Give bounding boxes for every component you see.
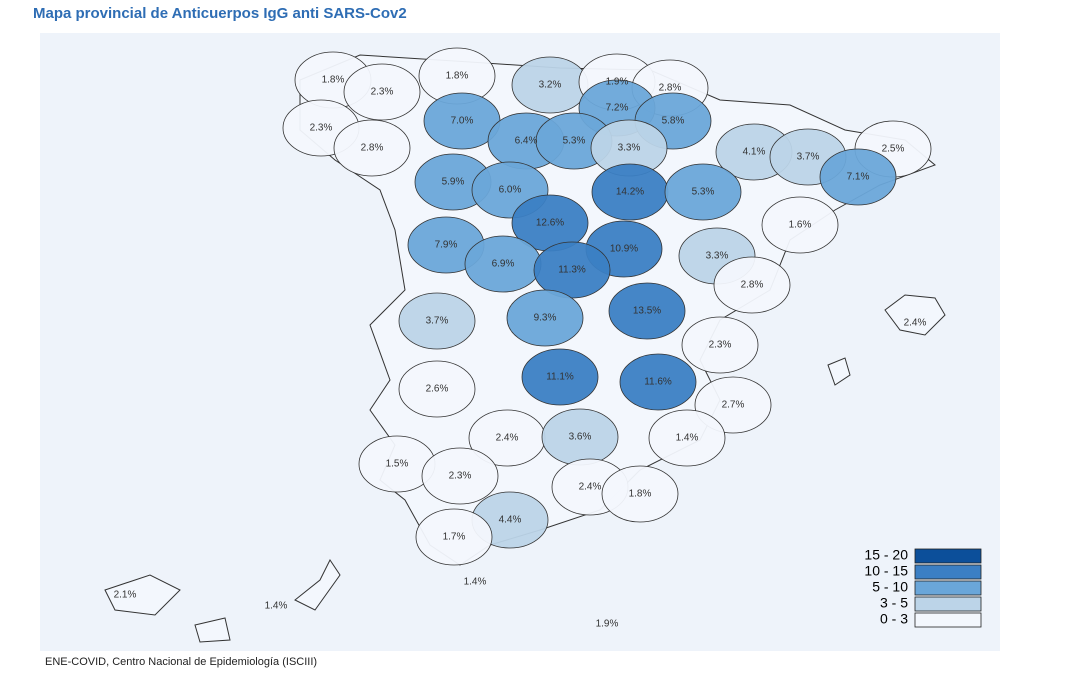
province-label: 1.9% [606, 77, 629, 88]
province-label: 2.6% [426, 384, 449, 395]
province [608, 282, 686, 340]
province-label: 2.5% [882, 144, 905, 155]
title: Mapa provincial de Anticuerpos IgG anti … [33, 5, 407, 22]
province-label: 10.9% [610, 244, 638, 255]
province-label: 3.3% [706, 251, 729, 262]
province [664, 163, 742, 221]
province [521, 348, 599, 406]
province-label: 1.4% [265, 601, 288, 612]
province-label: 1.6% [789, 220, 812, 231]
province-label: 2.7% [722, 400, 745, 411]
province-label: 3.7% [797, 152, 820, 163]
province-label: 2.3% [449, 471, 472, 482]
island [827, 357, 851, 386]
province-label: 3.3% [618, 143, 641, 154]
province-label: 3.7% [426, 316, 449, 327]
province-label: 1.8% [446, 71, 469, 82]
province-label: 2.8% [741, 280, 764, 291]
province [415, 508, 493, 566]
province-label: 5.3% [563, 136, 586, 147]
province-label: 2.3% [709, 340, 732, 351]
province-label: 4.1% [743, 147, 766, 158]
province-label: 11.6% [644, 377, 672, 388]
province-label: 5.8% [662, 116, 685, 127]
province [601, 465, 679, 523]
legend-swatch [914, 564, 982, 580]
province-label: 1.8% [322, 75, 345, 86]
province [681, 316, 759, 374]
regions [282, 47, 932, 566]
legend-label: 15 - 20 [864, 547, 908, 563]
province-label: 2.4% [496, 433, 519, 444]
labels: 1.8% 2.3% 1.8% 3.2% 1.9% 2.8% 7.2% 7.0% 6.4% 5.3%… [114, 71, 927, 630]
island [104, 574, 181, 616]
province-label: 2.8% [659, 83, 682, 94]
province-label: 2.4% [579, 482, 602, 493]
province-label: 7.2% [606, 103, 629, 114]
province-label: 1.9% [596, 619, 619, 630]
province-label: 1.7% [443, 532, 466, 543]
province-label: 4.4% [499, 515, 522, 526]
province-label: 3.6% [569, 432, 592, 443]
province-label: 12.6% [536, 218, 564, 229]
province-label: 11.3% [558, 265, 586, 276]
province-label: 6.0% [499, 185, 522, 196]
province [421, 447, 499, 505]
province-label: 1.4% [676, 433, 699, 444]
province-label: 3.2% [539, 80, 562, 91]
island [884, 294, 946, 336]
province-label: 7.0% [451, 116, 474, 127]
province-label: 1.4% [464, 577, 487, 588]
island [294, 559, 341, 611]
legend-label: 0 - 3 [880, 611, 908, 627]
legend-label: 3 - 5 [880, 595, 908, 611]
legend-swatch [914, 580, 982, 596]
province [333, 119, 411, 177]
province [398, 360, 476, 418]
province [761, 196, 839, 254]
source: ENE-COVID, Centro Nacional de Epidemiolo… [45, 656, 317, 668]
province-label: 2.3% [310, 123, 333, 134]
province-label: 14.2% [616, 187, 644, 198]
province-label: 6.9% [492, 259, 515, 270]
legend-swatch [914, 612, 982, 628]
province-label: 2.1% [114, 590, 137, 601]
province-label: 11.1% [546, 372, 574, 383]
province [398, 292, 476, 350]
province [819, 148, 897, 206]
province-label: 1.5% [386, 459, 409, 470]
province-label: 2.3% [371, 87, 394, 98]
province-label: 2.4% [904, 318, 927, 329]
legend-label: 5 - 10 [872, 579, 908, 595]
province-label: 7.9% [435, 240, 458, 251]
province [713, 256, 791, 314]
province-label: 13.5% [633, 306, 661, 317]
province [506, 289, 584, 347]
province-label: 5.3% [692, 187, 715, 198]
province [619, 353, 697, 411]
province-label: 7.1% [847, 172, 870, 183]
province-label: 6.4% [515, 136, 538, 147]
province-label: 5.9% [442, 177, 465, 188]
province [343, 63, 421, 121]
legend-swatch [914, 548, 982, 564]
island [194, 617, 231, 643]
province [648, 409, 726, 467]
province-label: 2.8% [361, 143, 384, 154]
province-label: 9.3% [534, 313, 557, 324]
province-label: 1.8% [629, 489, 652, 500]
legend-label: 10 - 15 [864, 563, 908, 579]
legend-swatch [914, 596, 982, 612]
